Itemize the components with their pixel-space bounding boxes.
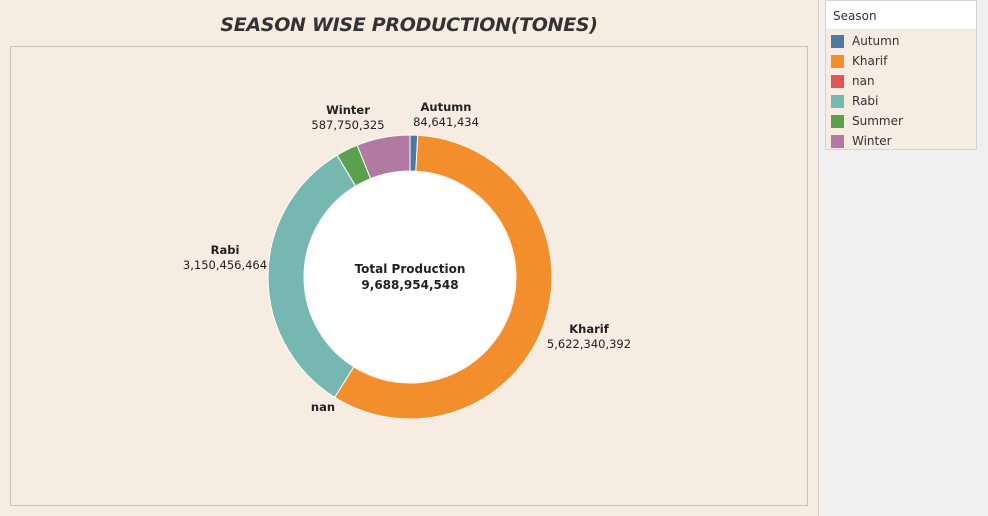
legend-swatch — [831, 74, 844, 88]
slice-label-name-autumn: Autumn — [421, 100, 472, 114]
donut-hole — [305, 172, 515, 382]
slice-label-name-winter: Winter — [326, 103, 370, 117]
legend-item-kharif[interactable]: Kharif — [831, 53, 887, 69]
legend-item-winter[interactable]: Winter — [831, 133, 892, 149]
legend-swatch — [831, 94, 844, 108]
season-legend: Season Autumn Kharif nan Rabi Summer Winter — [825, 0, 977, 150]
legend-swatch — [831, 134, 844, 148]
legend-label: Kharif — [852, 54, 888, 68]
legend-label: Rabi — [852, 94, 879, 108]
slice-label-name-nan: nan — [311, 400, 335, 414]
legend-item-summer[interactable]: Summer — [831, 113, 903, 129]
center-label: Total Production — [355, 262, 466, 276]
legend-label: nan — [852, 74, 875, 88]
slice-label-value-autumn: 84,641,434 — [413, 115, 479, 129]
legend-item-rabi[interactable]: Rabi — [831, 93, 878, 109]
slice-label-value-rabi: 3,150,456,464 — [183, 258, 267, 272]
legend-item-nan[interactable]: nan — [831, 73, 875, 89]
chart-title: SEASON WISE PRODUCTION(TONES) — [220, 14, 598, 36]
legend-label: Summer — [852, 114, 903, 128]
legend-item-autumn[interactable]: Autumn — [831, 33, 899, 49]
legend-swatch — [831, 114, 844, 128]
slice-winter[interactable] — [356, 134, 411, 180]
legend-label: Autumn — [852, 34, 900, 48]
legend-swatch — [831, 54, 844, 68]
plot-area: Autumn 84,641,434 Kharif 5,622,340,392 nan Ra… — [10, 46, 808, 506]
legend-title: Season — [826, 1, 976, 30]
slice-label-value-winter: 587,750,325 — [311, 118, 384, 132]
dashboard-sheet: SEASON WISE PRODUCTION(TONES) Autumn 84,6… — [0, 0, 819, 516]
slice-label-name-kharif: Kharif — [569, 322, 609, 336]
legend-label: Winter — [852, 134, 892, 148]
slice-kharif[interactable] — [333, 134, 553, 420]
slice-label-name-rabi: Rabi — [211, 243, 240, 257]
center-value: 9,688,954,548 — [361, 278, 458, 292]
legend-swatch — [831, 34, 844, 48]
slice-label-value-kharif: 5,622,340,392 — [547, 337, 631, 351]
